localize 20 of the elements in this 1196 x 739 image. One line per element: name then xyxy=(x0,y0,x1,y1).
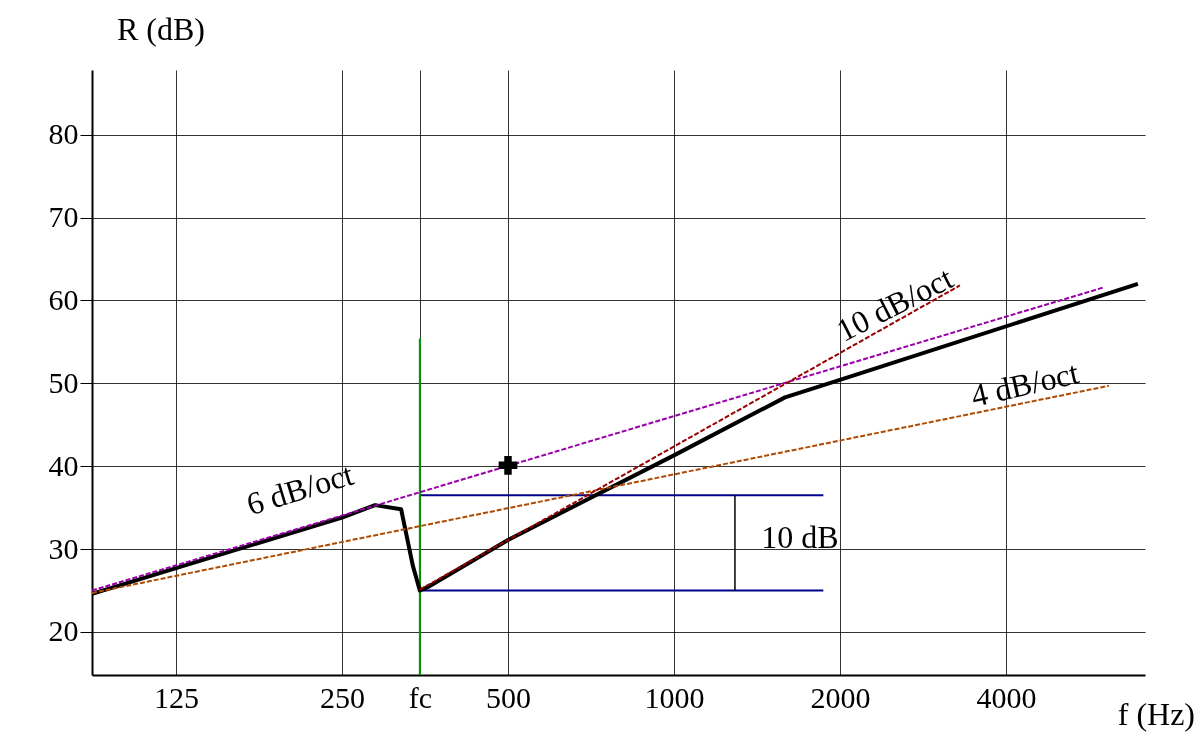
annotation: 4 dB/oct xyxy=(967,354,1083,414)
x-axis-title: f (Hz) xyxy=(1117,696,1195,732)
x-tick-label: 2000 xyxy=(810,680,871,714)
x-tick-label: 250 xyxy=(320,680,366,714)
x-tick-label: fc xyxy=(408,680,432,714)
y-tick-label: 70 xyxy=(48,200,79,234)
y-tick-label: 50 xyxy=(48,365,79,399)
y-tick-label: 30 xyxy=(48,531,79,565)
annotation: 10 dB xyxy=(761,519,839,555)
annotation: 10 dB/oct xyxy=(830,259,959,349)
x-tick-label: 1000 xyxy=(644,680,705,714)
x-tick-label: 500 xyxy=(485,680,531,714)
y-tick-label: 60 xyxy=(48,282,79,316)
y-tick-label: 40 xyxy=(48,448,79,482)
annotation: 6 dB/oct xyxy=(242,455,358,523)
x-tick-label: 125 xyxy=(154,680,200,714)
x-tick-label: 4000 xyxy=(976,680,1037,714)
y-axis-title: R (dB) xyxy=(117,11,205,47)
y-tick-label: 80 xyxy=(48,117,79,151)
y-tick-label: 20 xyxy=(48,614,79,648)
